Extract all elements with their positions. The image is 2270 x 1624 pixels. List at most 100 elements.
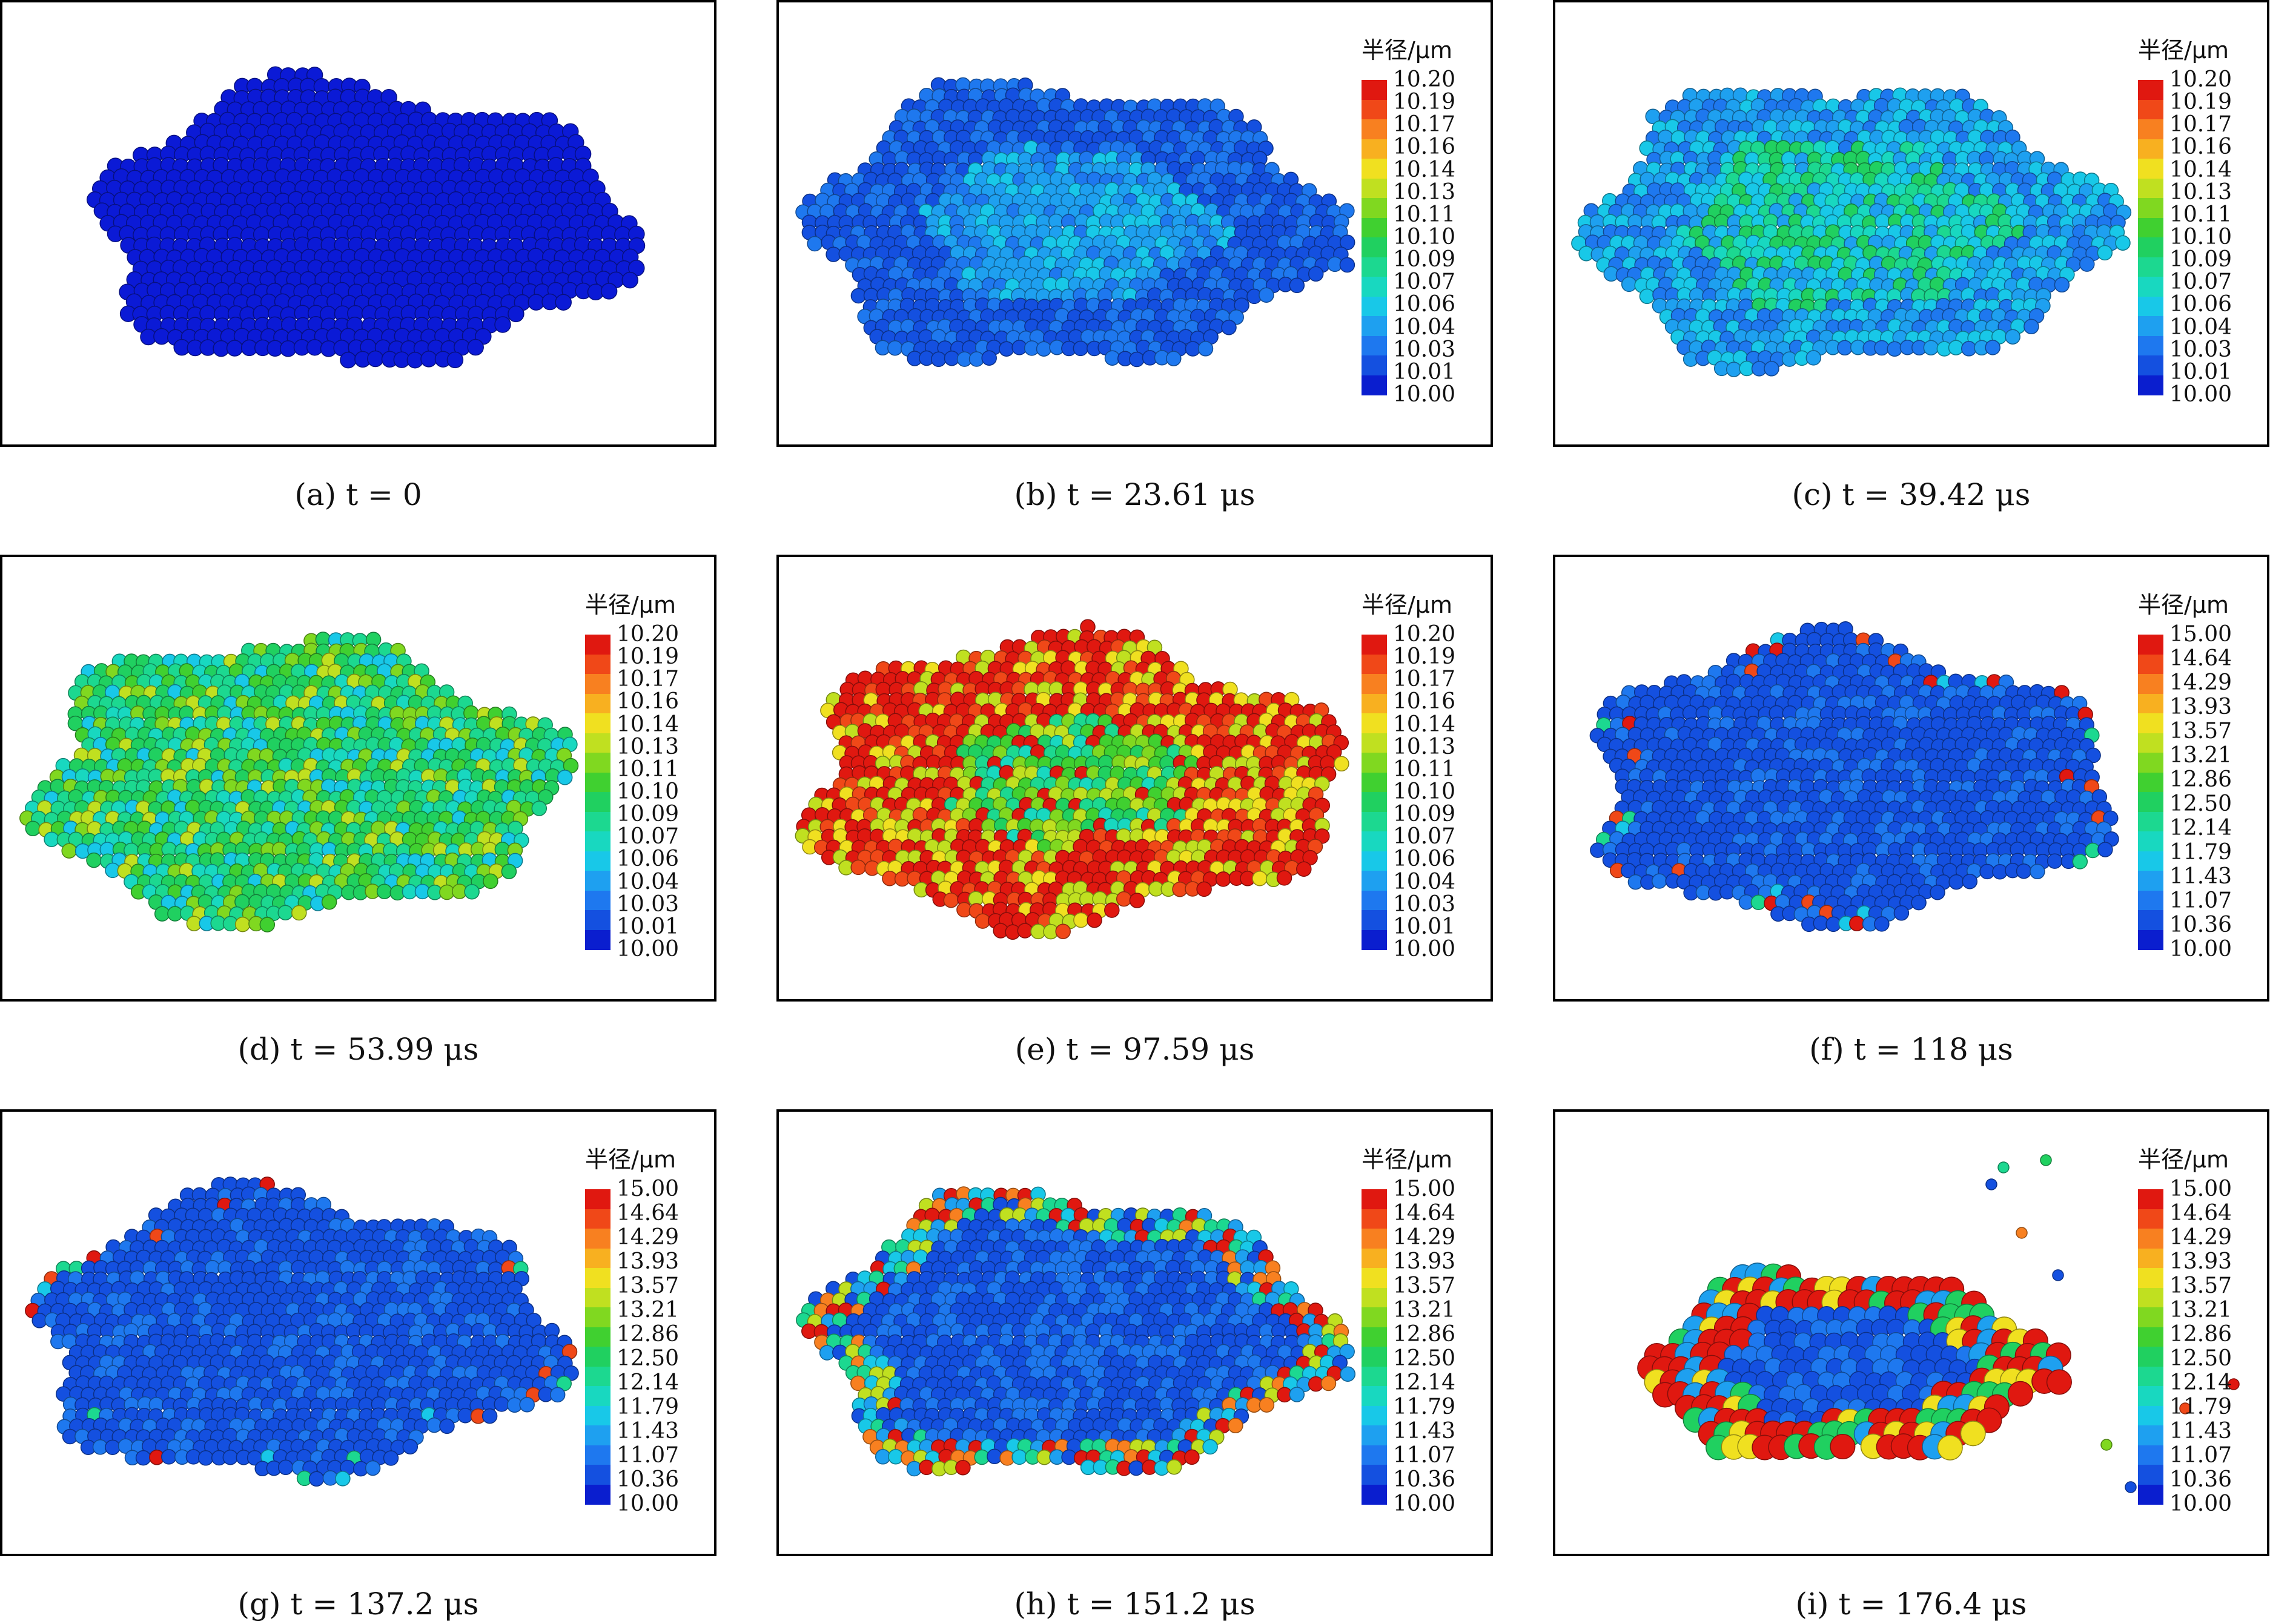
colorbar-tick-label: 10.06 (1393, 847, 1456, 872)
particle (600, 283, 618, 300)
colorbar-tick-label: 10.16 (617, 689, 680, 715)
colorbar-tick-label: 10.04 (617, 869, 680, 894)
particle (467, 338, 484, 356)
colorbar-tick-label: 10.00 (1393, 382, 1456, 407)
colorbar-tick-label: 10.04 (1393, 869, 1456, 894)
particle (1923, 340, 1939, 355)
panel-a-caption: (a) t = 0 (0, 477, 716, 512)
colorbar-segment (1362, 277, 1387, 297)
panel-b-caption: (b) t = 23.61 μs (776, 477, 1493, 512)
particle (446, 351, 464, 369)
colorbar-tick-label: 10.06 (2169, 292, 2232, 317)
colorbar-segment (585, 831, 611, 852)
colorbar (1362, 635, 1387, 950)
colorbar-segment (1362, 929, 1387, 950)
colorbar-tick-label: 10.01 (617, 914, 680, 939)
particle (999, 341, 1014, 357)
colorbar-tick-label: 10.19 (617, 644, 680, 670)
particle (1055, 923, 1071, 939)
colorbar-tick-label: 10.09 (617, 802, 680, 827)
particle (1308, 266, 1324, 282)
colorbar-tick-label: 10.09 (1393, 247, 1456, 272)
particle-cluster-a (86, 66, 646, 369)
colorbar-segment (1362, 851, 1387, 871)
colorbar-segment (1362, 693, 1387, 714)
caption-time: t = 53.99 μs (290, 1032, 479, 1067)
colorbar-segment (1362, 733, 1387, 753)
particle-cluster-c (1571, 87, 2132, 377)
colorbar-tick-label: 10.20 (1393, 67, 1456, 92)
colorbar-tick-label: 10.14 (1393, 711, 1456, 737)
particle (887, 340, 903, 356)
colorbar-tick-label: 10.00 (2169, 382, 2232, 407)
particle (321, 894, 337, 910)
particle-cluster-e (795, 619, 1349, 940)
particle (1639, 288, 1655, 305)
colorbar-segment (1362, 811, 1387, 832)
colorbar-title: 半径/μm (1362, 592, 1452, 618)
colorbar-tick-label: 10.03 (617, 891, 680, 917)
particle (1221, 319, 1237, 335)
particle (1129, 351, 1145, 368)
colorbar-tick-label: 10.11 (2169, 202, 2232, 227)
panel-c-frame: 半径/μm 10.20 10.19 10.17 10.16 10.14 10.13 10.11… (1553, 0, 2269, 447)
panel-e-frame: 半径/μm 10.20 10.19 10.17 10.16 10.14 10.13 10.11… (776, 555, 1493, 1002)
particle (153, 328, 170, 345)
particle (1129, 893, 1145, 908)
colorbar-tick-label: 10.10 (1393, 779, 1456, 804)
colorbar-segment (1362, 792, 1387, 813)
particle (61, 843, 77, 859)
caption-label: (b) (1014, 477, 1057, 512)
particle (2023, 319, 2039, 335)
colorbar-segment (1362, 375, 1387, 395)
colorbar-tick-label: 10.09 (1393, 802, 1456, 827)
colorbar-tick-label: 10.00 (1393, 937, 1456, 962)
particle (2005, 329, 2020, 345)
colorbar-segment (2138, 198, 2163, 219)
colorbar-tick-label: 10.11 (1393, 756, 1456, 782)
particle (1073, 340, 1089, 357)
colorbar-segment (1362, 257, 1387, 277)
colorbar-tick-label: 10.03 (1393, 891, 1456, 917)
colorbar-tick-label: 10.07 (1393, 269, 1456, 295)
particle (86, 852, 102, 868)
particle (555, 294, 572, 311)
particle (1196, 881, 1212, 897)
colorbar-segment (2138, 178, 2163, 199)
colorbar-tick-label: 10.14 (617, 711, 680, 737)
particle (1339, 257, 1355, 273)
particle (277, 905, 293, 920)
particle (25, 820, 41, 837)
particle (930, 351, 947, 368)
particle (508, 305, 524, 323)
colorbar-segment (585, 811, 611, 832)
panel-b-frame: 半径/μm 10.20 10.19 10.17 10.16 10.14 10.13 10.11… (776, 0, 1493, 447)
particle (1289, 277, 1305, 294)
colorbar-segment (1362, 654, 1387, 675)
colorbar-segment (585, 635, 611, 655)
particle (1948, 340, 1964, 355)
colorbar-segment (2138, 159, 2163, 179)
colorbar-segment (1362, 753, 1387, 773)
particle (154, 906, 170, 922)
colorbar (585, 635, 611, 950)
particle (306, 338, 323, 356)
particle (226, 340, 243, 357)
colorbar-tick-label: 10.01 (1393, 359, 1456, 385)
particle (1252, 870, 1268, 886)
particle-cluster-d (19, 632, 579, 932)
colorbar-segment (1362, 316, 1387, 337)
colorbar-tick-label: 10.20 (1393, 622, 1456, 647)
colorbar-segment (1362, 355, 1387, 376)
colorbar (2138, 80, 2163, 395)
colorbar-tick-label: 10.16 (1393, 689, 1456, 715)
colorbar-title: 半径/μm (2138, 37, 2229, 64)
caption-label: (a) (294, 477, 337, 512)
particle (2115, 235, 2131, 251)
panel-f-frame: 半径/μm 15.00 14.64 14.29 13.93 13.57 13.21 12.86… (1553, 555, 2269, 1002)
particle (2097, 245, 2113, 261)
particle (1116, 891, 1132, 907)
colorbar-segment (585, 654, 611, 675)
colorbar-segment (585, 910, 611, 931)
particle (975, 913, 991, 929)
